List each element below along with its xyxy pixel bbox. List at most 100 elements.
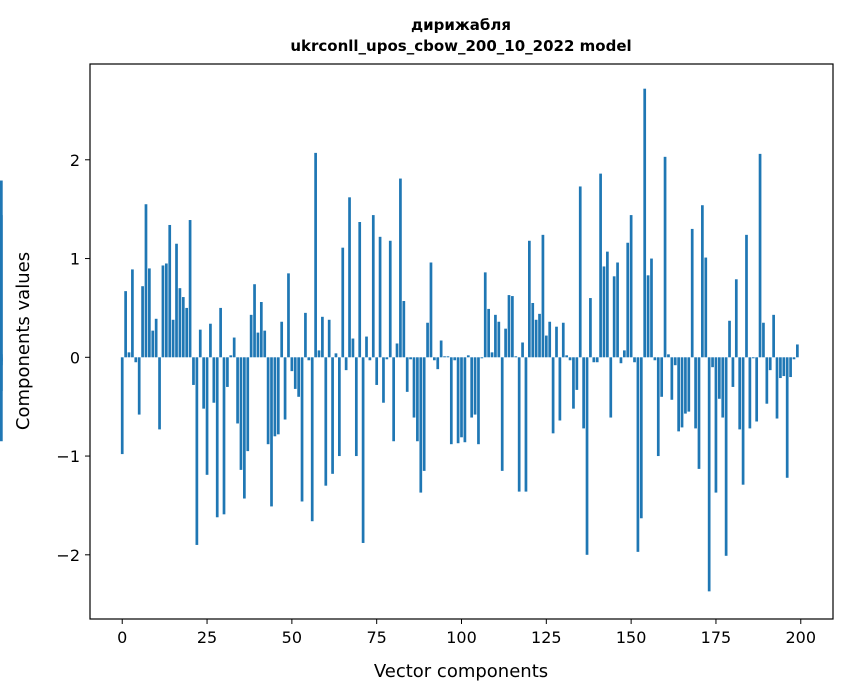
bar-172 (704, 257, 708, 358)
bar-26 (209, 323, 212, 358)
y-tick-label--2: −2 (56, 546, 80, 565)
bar-76 (378, 236, 382, 358)
bar-137 (585, 357, 589, 555)
bar-23 (198, 329, 202, 358)
x-tick-label-75: 75 (367, 628, 387, 647)
bar-175 (714, 357, 718, 493)
bar-48 (283, 357, 287, 420)
bar-128 (555, 326, 558, 358)
bar-41 (259, 302, 263, 358)
x-tick-label-175: 175 (701, 628, 732, 647)
bar-7 (144, 204, 148, 358)
bar-177 (721, 357, 725, 418)
bar-131 (565, 355, 569, 358)
bar-196 (785, 357, 789, 478)
chart-subtitle: ukrconll_upos_cbow_200_10_2022 model (290, 37, 631, 55)
x-tick-label-0: 0 (117, 628, 127, 647)
bar-155 (646, 275, 650, 358)
bar-174 (711, 357, 714, 368)
bar-75 (375, 357, 379, 385)
y-tick-label--1: −1 (56, 447, 80, 466)
bar-133 (572, 357, 575, 409)
bar-9 (151, 330, 155, 358)
bar-67 (348, 197, 351, 358)
bar-54 (304, 312, 307, 358)
bar-178 (724, 357, 728, 556)
bar-135 (578, 186, 582, 358)
bar-111 (497, 321, 501, 358)
bar-159 (660, 357, 664, 397)
y-tick-label-1: 1 (70, 250, 80, 269)
bar-33 (232, 337, 236, 358)
bar-81 (395, 343, 399, 358)
bar-119 (524, 357, 528, 492)
y-tick-label-0: 0 (70, 348, 80, 367)
bar-120 (528, 240, 531, 358)
bar-167 (687, 357, 691, 412)
bar-87 (416, 357, 419, 442)
bar-16 (175, 243, 178, 358)
bar-15 (171, 319, 175, 358)
bar-25 (205, 357, 209, 475)
plot-frame (89, 63, 834, 620)
bar-191 (768, 357, 772, 371)
bar-110 (494, 314, 497, 358)
bar-34 (236, 357, 239, 424)
bar-186 (751, 357, 755, 359)
bar-35 (239, 357, 243, 470)
bar-57 (314, 152, 317, 358)
bar-124 (541, 234, 545, 358)
x-axis-label: Vector components (374, 661, 548, 682)
bar-157 (653, 357, 657, 361)
bar-56 (310, 357, 314, 522)
bar-107 (483, 272, 487, 358)
bar-158 (656, 357, 660, 457)
bar-73 (368, 357, 372, 361)
bar-8 (148, 268, 151, 358)
bar-144 (609, 357, 613, 418)
bar-143 (606, 251, 609, 358)
bar-53 (300, 357, 304, 502)
bar-undefined (0, 180, 3, 358)
bar-195 (782, 357, 786, 377)
bar-20 (188, 220, 192, 358)
bar-55 (307, 357, 311, 361)
bar-3 (131, 269, 134, 358)
bar-undefined (0, 357, 3, 442)
bar-93 (436, 357, 440, 370)
bar-189 (762, 322, 765, 358)
bar-6 (141, 286, 144, 358)
bar-165 (680, 357, 684, 428)
bar-122 (534, 319, 538, 358)
bar-30 (222, 357, 226, 515)
bar-22 (195, 357, 199, 545)
bar-126 (548, 321, 552, 358)
bar-146 (616, 262, 619, 358)
bar-72 (365, 336, 368, 358)
bar-92 (433, 357, 436, 361)
x-tick-label-100: 100 (446, 628, 477, 647)
bar-118 (521, 342, 524, 358)
bar-84 (405, 357, 409, 392)
bar-166 (684, 357, 687, 414)
bar-95 (443, 356, 446, 358)
bar-163 (673, 357, 677, 366)
x-tick-label-50: 50 (282, 628, 302, 647)
bar-153 (639, 357, 643, 519)
bar-69 (354, 357, 358, 457)
chart-title: дирижабля (411, 16, 511, 34)
bar-180 (731, 357, 735, 387)
bar-169 (694, 357, 697, 429)
bar-51 (293, 357, 297, 389)
bar-176 (717, 357, 721, 399)
bar-36 (243, 357, 246, 499)
bar-194 (779, 357, 782, 379)
bar-136 (582, 357, 585, 429)
bar-85 (409, 357, 412, 360)
bar-149 (626, 242, 630, 358)
bar-197 (789, 357, 792, 378)
bar-154 (643, 88, 647, 358)
bar-45 (273, 357, 277, 437)
bar-108 (487, 308, 490, 358)
